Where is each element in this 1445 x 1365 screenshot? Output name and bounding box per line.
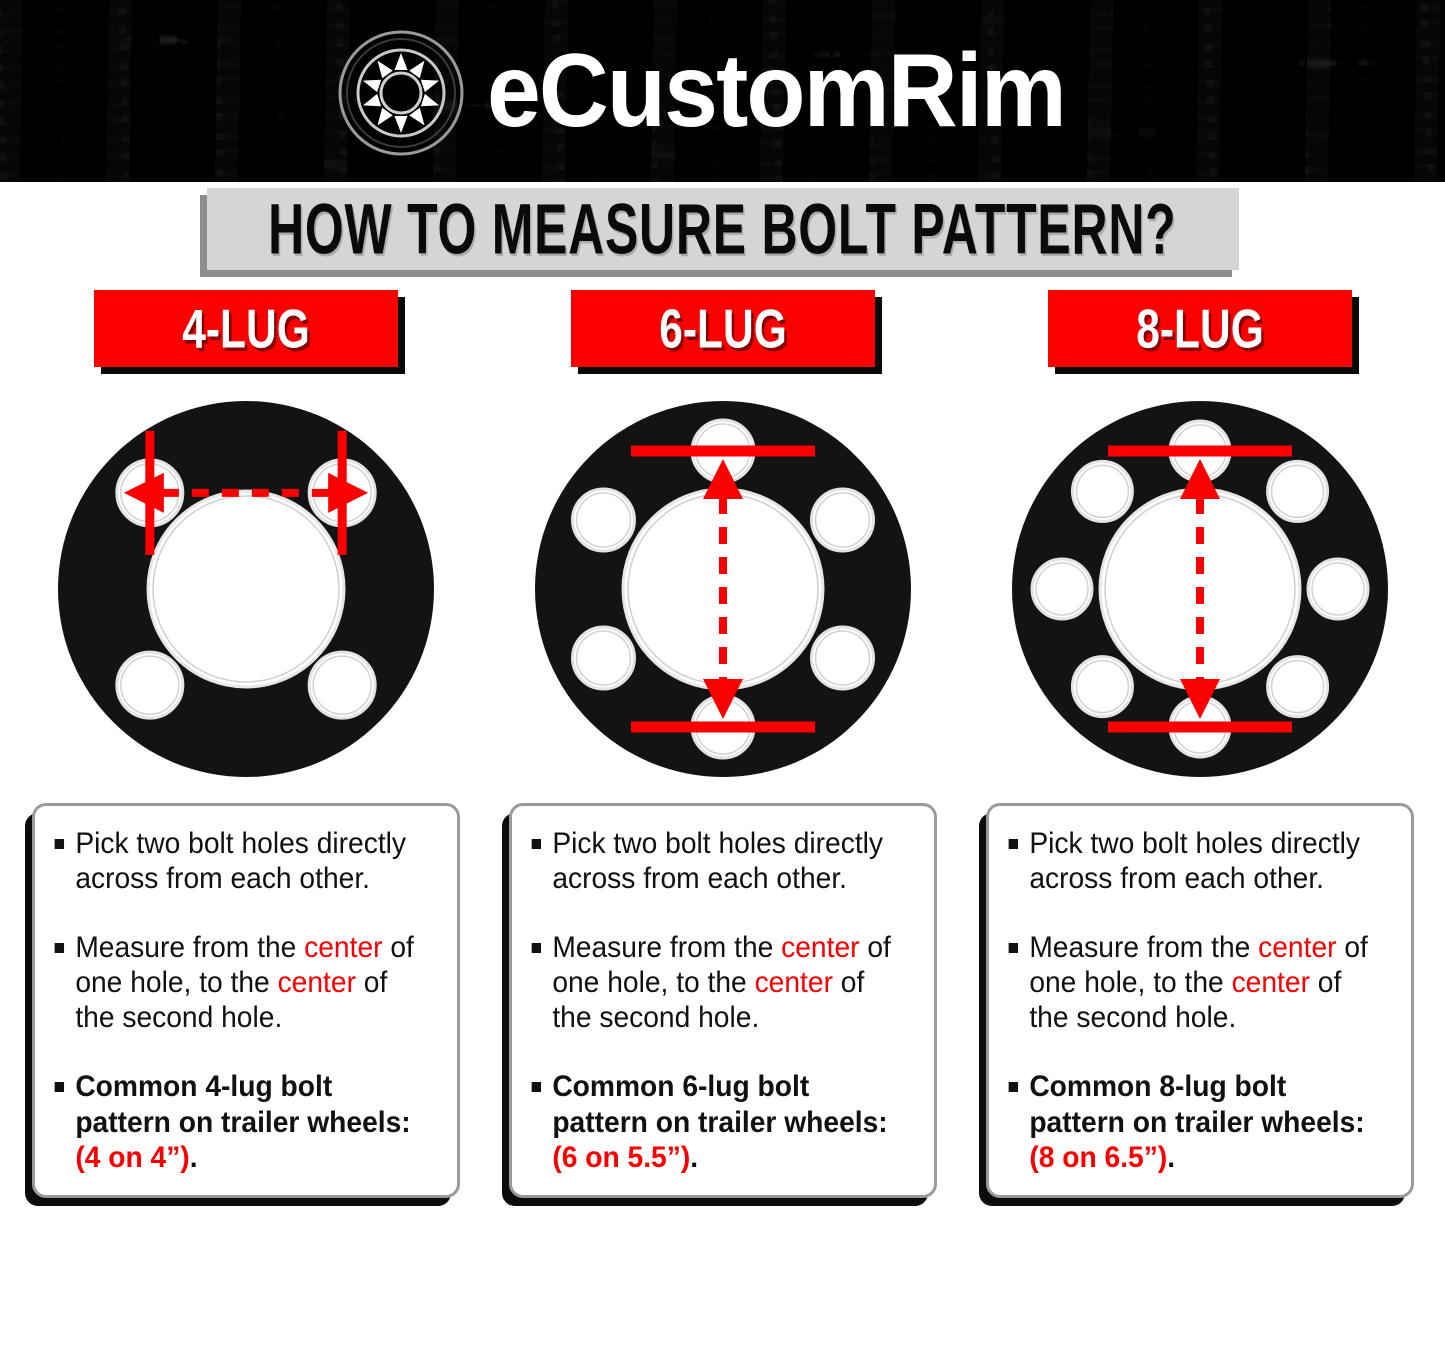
lug-column-8: 8-LUG Pick two bolt holes directly across… <box>972 290 1427 1198</box>
plain-text: Common 8-lug bolt pattern on trailer whe… <box>1028 1070 1365 1139</box>
grunge-texture-background <box>0 0 1445 182</box>
highlighted-text: (6 on 5.5”) <box>551 1140 690 1174</box>
plain-text: of the second hole. <box>1028 966 1341 1035</box>
plain-text: of one hole, to the <box>1028 931 1368 1000</box>
square-bullet-icon <box>531 1082 541 1093</box>
plain-text: Common 6-lug bolt pattern on trailer whe… <box>551 1070 888 1139</box>
square-bullet-icon <box>54 1082 64 1093</box>
instruction-item: Common 6-lug bolt pattern on trailer whe… <box>526 1069 893 1174</box>
instructions-box-6-lug: Pick two bolt holes directly across from… <box>508 803 937 1198</box>
lug-column-4: 4-LUG Pick two bolt holes directly across… <box>18 290 473 1198</box>
instruction-text: Common 4-lug bolt pattern on trailer whe… <box>75 1069 415 1174</box>
highlighted-text: center <box>303 931 383 965</box>
square-bullet-icon <box>54 839 64 849</box>
square-bullet-icon <box>531 839 541 849</box>
wheel-diagram-6-lug <box>523 389 923 789</box>
instruction-text: Measure from the center of one hole, to … <box>75 930 415 1035</box>
instruction-text: Common 6-lug bolt pattern on trailer whe… <box>552 1069 892 1174</box>
instruction-text: Pick two bolt holes directly across from… <box>552 826 892 896</box>
instruction-item: Pick two bolt holes directly across from… <box>526 826 893 896</box>
plain-text: of one hole, to the <box>551 931 891 1000</box>
lug-badge-label: 4-LUG <box>181 297 310 360</box>
highlighted-text: center <box>754 966 833 1000</box>
wheel-diagram-8-lug <box>1000 389 1400 789</box>
plain-text: Measure from the <box>74 931 304 965</box>
site-header: eCustomRim <box>0 0 1445 182</box>
lug-badge-4: 4-LUG <box>93 290 398 367</box>
instructions-box-4-lug: Pick two bolt holes directly across from… <box>31 803 460 1198</box>
instruction-item: Measure from the center of one hole, to … <box>526 930 893 1035</box>
plain-text: Measure from the <box>1028 931 1258 965</box>
instruction-item: Pick two bolt holes directly across from… <box>1003 826 1370 896</box>
plain-text: . <box>689 1140 698 1174</box>
instruction-list: Pick two bolt holes directly across from… <box>49 826 439 1175</box>
instruction-text: Measure from the center of one hole, to … <box>552 930 892 1035</box>
lug-badge-label: 8-LUG <box>1135 297 1264 360</box>
square-bullet-icon <box>1008 943 1018 954</box>
page-title: HOW TO MEASURE BOLT PATTERN? <box>268 188 1177 270</box>
instruction-item: Pick two bolt holes directly across from… <box>49 826 416 896</box>
brand-name: eCustomRim <box>486 33 1067 149</box>
square-bullet-icon <box>531 943 541 954</box>
plain-text: of one hole, to the <box>74 931 414 1000</box>
instruction-list: Pick two bolt holes directly across from… <box>526 826 916 1175</box>
square-bullet-icon <box>1008 1082 1018 1093</box>
highlighted-text: center <box>1257 931 1337 965</box>
lug-badge-label: 6-LUG <box>658 297 787 360</box>
page-title-area: HOW TO MEASURE BOLT PATTERN? <box>0 182 1445 290</box>
wheel-rim-icon <box>337 29 465 157</box>
lug-badge-6: 6-LUG <box>570 290 875 367</box>
plain-text: Pick two bolt holes directly across from… <box>74 827 406 896</box>
square-bullet-icon <box>54 943 64 954</box>
plain-text: . <box>1166 1140 1175 1174</box>
instruction-item: Measure from the center of one hole, to … <box>1003 930 1370 1035</box>
wheel-diagram-4-lug <box>46 389 446 789</box>
instructions-box-8-lug: Pick two bolt holes directly across from… <box>985 803 1414 1198</box>
highlighted-text: center <box>780 931 860 965</box>
page-title-banner: HOW TO MEASURE BOLT PATTERN? <box>206 188 1239 270</box>
instruction-item: Measure from the center of one hole, to … <box>49 930 416 1035</box>
plain-text: of the second hole. <box>74 966 387 1035</box>
instruction-text: Pick two bolt holes directly across from… <box>1029 826 1369 896</box>
plain-text: Pick two bolt holes directly across from… <box>551 827 883 896</box>
instruction-text: Measure from the center of one hole, to … <box>1029 930 1369 1035</box>
highlighted-text: center <box>277 966 356 1000</box>
plain-text: of the second hole. <box>551 966 864 1035</box>
lug-badge-8: 8-LUG <box>1047 290 1352 367</box>
plain-text: Pick two bolt holes directly across from… <box>1028 827 1360 896</box>
highlighted-text: center <box>1231 966 1310 1000</box>
lug-column-6: 6-LUG Pick two bolt holes directly across… <box>495 290 950 1198</box>
instruction-text: Common 8-lug bolt pattern on trailer whe… <box>1029 1069 1369 1174</box>
instruction-text: Pick two bolt holes directly across from… <box>75 826 415 896</box>
lug-columns: 4-LUG Pick two bolt holes directly across… <box>0 290 1445 1198</box>
square-bullet-icon <box>1008 839 1018 849</box>
instruction-list: Pick two bolt holes directly across from… <box>1003 826 1393 1175</box>
plain-text: Measure from the <box>551 931 781 965</box>
highlighted-text: (8 on 6.5”) <box>1028 1140 1167 1174</box>
instruction-item: Common 4-lug bolt pattern on trailer whe… <box>49 1069 416 1174</box>
instruction-item: Common 8-lug bolt pattern on trailer whe… <box>1003 1069 1370 1174</box>
plain-text: . <box>189 1140 198 1174</box>
highlighted-text: (4 on 4”) <box>74 1140 190 1174</box>
plain-text: Common 4-lug bolt pattern on trailer whe… <box>74 1070 411 1139</box>
